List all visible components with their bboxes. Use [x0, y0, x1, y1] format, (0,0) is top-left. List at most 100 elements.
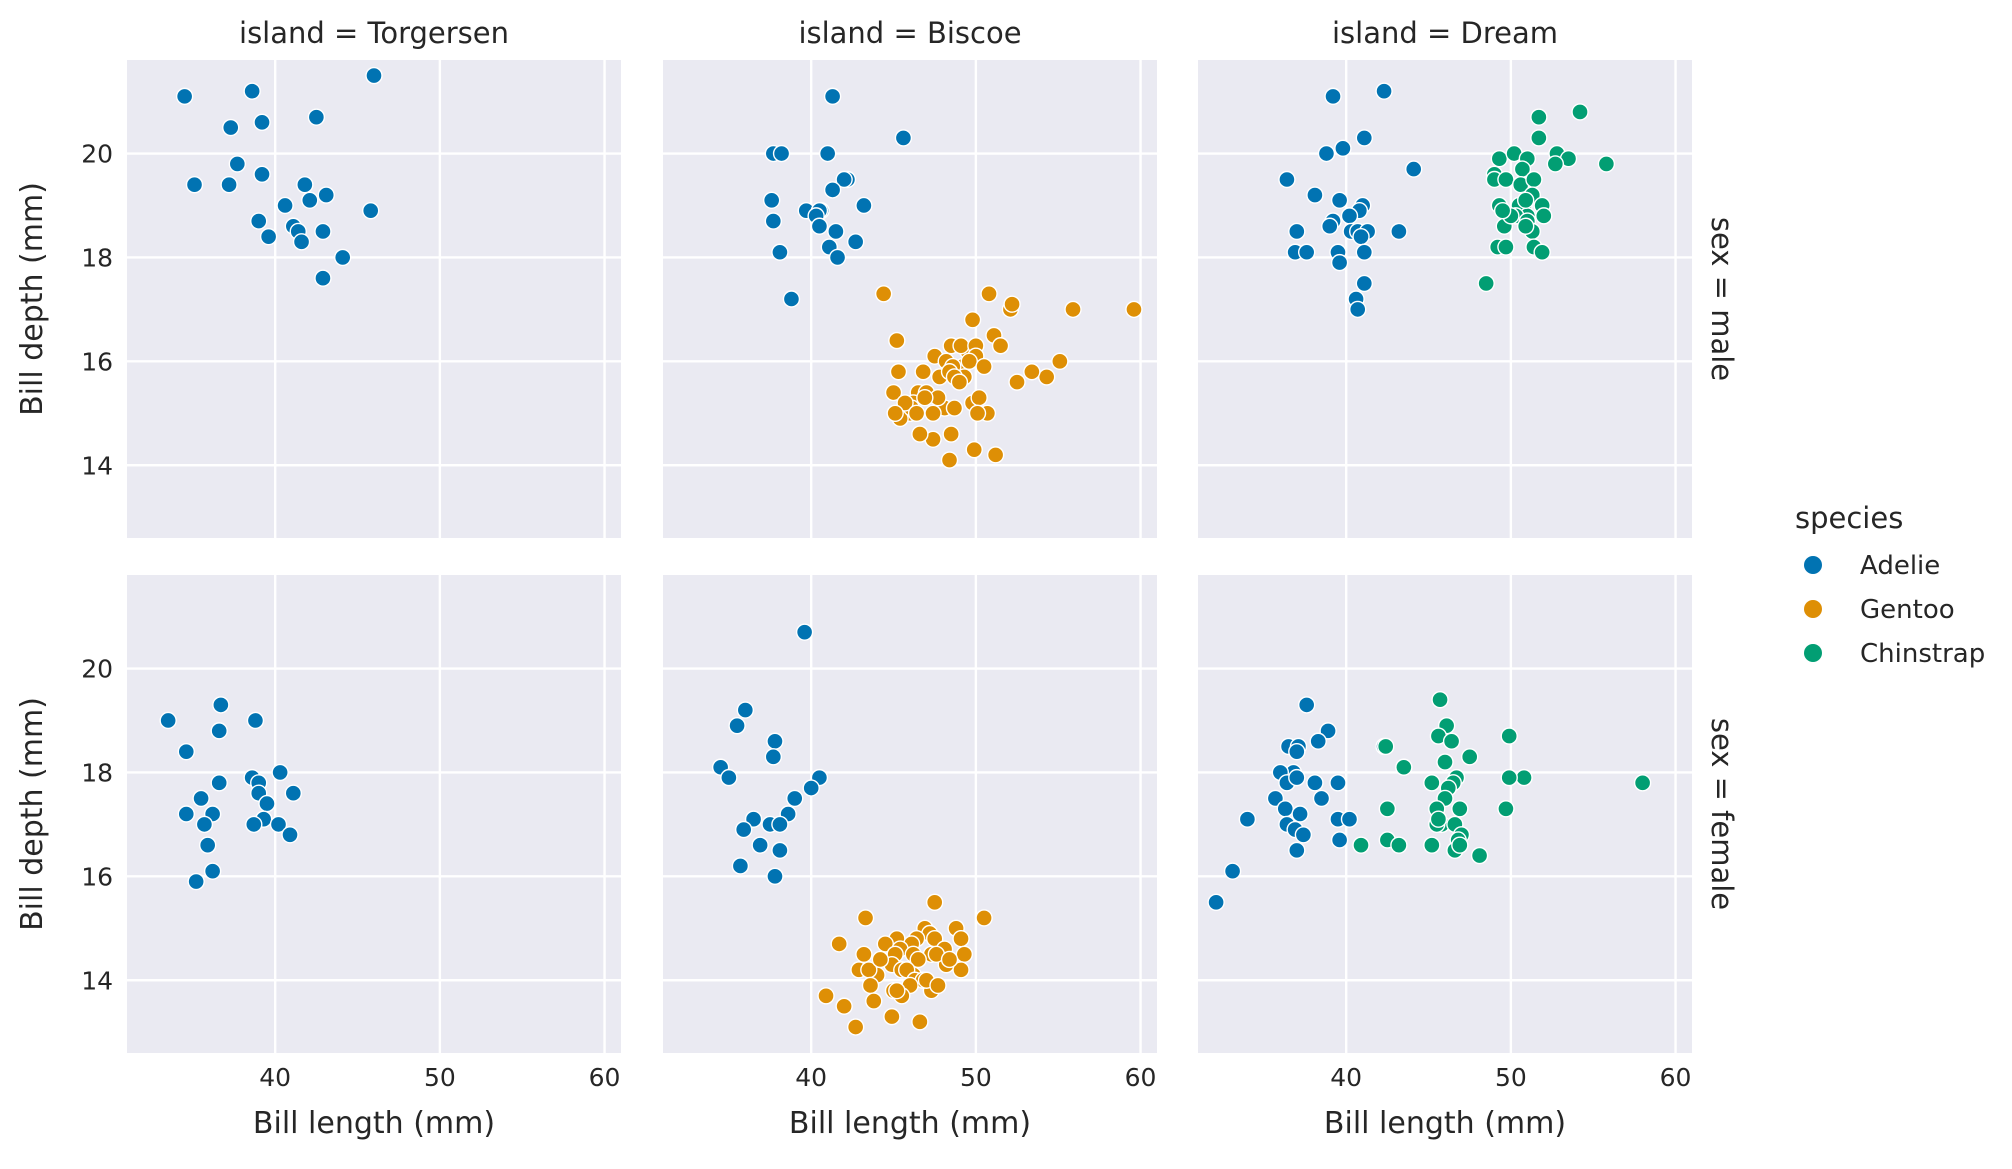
data-point	[210, 722, 228, 740]
data-point	[253, 113, 271, 132]
data-point	[1297, 243, 1316, 261]
data-point	[907, 404, 926, 423]
panel-background	[127, 60, 621, 538]
data-point	[1530, 108, 1548, 126]
data-point	[924, 404, 942, 423]
data-point	[1340, 810, 1359, 828]
data-point	[856, 909, 875, 927]
data-point	[731, 857, 750, 875]
data-point	[945, 399, 964, 417]
y-tick-label: 16	[81, 347, 113, 376]
data-point	[195, 815, 214, 834]
data-point	[1352, 836, 1370, 854]
data-point	[926, 893, 944, 912]
data-point	[955, 945, 974, 963]
data-point	[1597, 155, 1616, 173]
data-point	[991, 337, 1010, 355]
data-point	[888, 331, 906, 350]
y-tick-label: 16	[81, 862, 113, 891]
data-point	[192, 789, 210, 808]
data-point	[1516, 191, 1535, 209]
data-point	[1516, 217, 1535, 235]
data-point	[914, 363, 932, 381]
data-point	[823, 87, 842, 106]
data-point	[940, 451, 959, 469]
data-point	[1395, 758, 1413, 776]
panel-r0-c1: island = Biscoe	[663, 16, 1157, 538]
data-point	[886, 404, 904, 423]
data-point	[1497, 238, 1515, 256]
data-point	[1530, 129, 1548, 147]
data-point	[1064, 300, 1082, 319]
data-point	[823, 181, 842, 199]
data-point	[846, 233, 865, 251]
y-tick-label: 14	[81, 451, 113, 480]
data-point	[1436, 753, 1454, 771]
data-point	[187, 872, 205, 891]
data-point	[281, 826, 299, 844]
data-point	[861, 976, 880, 995]
legend-marker	[1804, 600, 1822, 618]
data-point	[301, 191, 319, 209]
data-point	[198, 836, 217, 854]
row-facet-title: sex = female	[1705, 718, 1739, 910]
data-point	[1442, 732, 1461, 750]
x-tick-label: 60	[1125, 1063, 1157, 1092]
data-point	[243, 82, 261, 100]
data-point	[185, 175, 204, 194]
data-point	[317, 186, 335, 204]
data-point	[1355, 243, 1374, 261]
data-point	[952, 961, 970, 979]
data-point	[975, 909, 993, 927]
data-point	[782, 290, 801, 308]
data-point	[802, 779, 820, 797]
y-tick-label: 18	[81, 758, 113, 787]
data-point	[916, 389, 934, 407]
legend-label: Chinstrap	[1860, 639, 1985, 669]
data-point	[1497, 170, 1515, 189]
legend-marker	[1804, 644, 1822, 662]
data-point	[1008, 373, 1026, 391]
data-point	[734, 820, 753, 839]
data-point	[911, 425, 929, 443]
panel-r0-c2: island = Dream sex = male	[1198, 16, 1739, 538]
data-point	[786, 789, 804, 808]
data-point	[720, 768, 738, 787]
data-point	[975, 357, 993, 376]
data-point	[1330, 831, 1349, 849]
data-point	[884, 383, 903, 402]
series-adelie	[159, 696, 303, 891]
data-point	[1500, 727, 1518, 745]
data-point	[965, 440, 983, 459]
data-point	[276, 196, 294, 215]
panel-background	[1198, 60, 1692, 538]
legend-label: Gentoo	[1860, 595, 1955, 625]
data-point	[909, 950, 927, 969]
data-point	[334, 248, 352, 267]
data-point	[855, 945, 873, 963]
data-point	[889, 363, 908, 381]
x-axis-label: Bill length (mm)	[789, 1106, 1031, 1141]
x-tick-label: 50	[960, 1063, 992, 1092]
y-tick-label: 20	[81, 655, 113, 684]
data-point	[1330, 191, 1349, 209]
data-point	[728, 716, 746, 735]
data-point	[250, 212, 268, 230]
data-point	[1378, 800, 1397, 818]
data-point	[1546, 155, 1565, 173]
data-point	[1497, 800, 1515, 818]
data-point	[771, 841, 789, 860]
legend-title: species	[1795, 501, 1903, 535]
series-adelie	[175, 66, 383, 287]
data-point	[960, 352, 978, 371]
data-point	[159, 711, 177, 730]
data-point	[1525, 170, 1543, 189]
data-point	[1223, 862, 1242, 880]
data-point	[968, 404, 987, 423]
data-point	[1405, 160, 1423, 178]
data-point	[963, 311, 982, 329]
data-point	[362, 201, 380, 220]
data-point	[894, 129, 913, 147]
data-point	[212, 696, 230, 714]
data-point	[911, 1013, 929, 1031]
